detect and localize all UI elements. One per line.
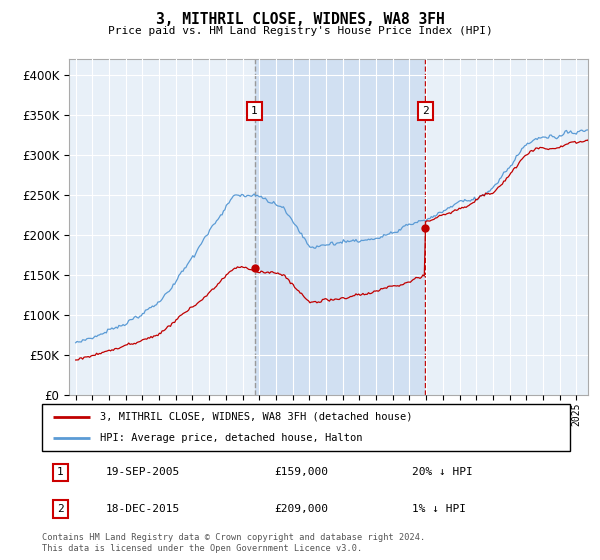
Text: 1: 1 (57, 468, 64, 478)
FancyBboxPatch shape (42, 404, 570, 451)
Text: 3, MITHRIL CLOSE, WIDNES, WA8 3FH: 3, MITHRIL CLOSE, WIDNES, WA8 3FH (155, 12, 445, 27)
Text: 2: 2 (422, 106, 429, 116)
Text: 3, MITHRIL CLOSE, WIDNES, WA8 3FH (detached house): 3, MITHRIL CLOSE, WIDNES, WA8 3FH (detac… (100, 412, 413, 422)
Bar (254, 59, 425, 395)
Text: 2: 2 (57, 504, 64, 514)
Text: 1% ↓ HPI: 1% ↓ HPI (412, 504, 466, 514)
Text: 20% ↓ HPI: 20% ↓ HPI (412, 468, 472, 478)
Text: £159,000: £159,000 (274, 468, 328, 478)
Text: Price paid vs. HM Land Registry's House Price Index (HPI): Price paid vs. HM Land Registry's House … (107, 26, 493, 36)
Text: 18-DEC-2015: 18-DEC-2015 (106, 504, 179, 514)
Text: £209,000: £209,000 (274, 504, 328, 514)
Text: 19-SEP-2005: 19-SEP-2005 (106, 468, 179, 478)
Text: HPI: Average price, detached house, Halton: HPI: Average price, detached house, Halt… (100, 433, 362, 444)
Text: Contains HM Land Registry data © Crown copyright and database right 2024.
This d: Contains HM Land Registry data © Crown c… (42, 533, 425, 553)
Text: 1: 1 (251, 106, 258, 116)
